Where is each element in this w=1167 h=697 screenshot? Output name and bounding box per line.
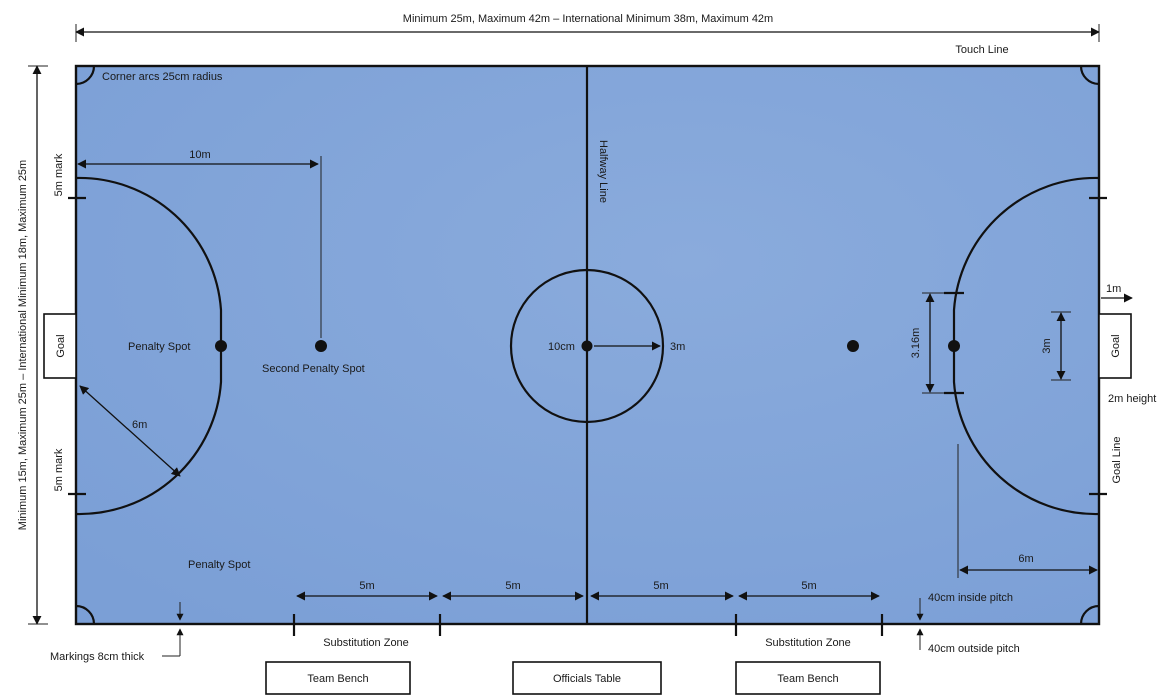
six-m-right-label: 6m (1018, 553, 1033, 565)
two-m-height-label: 2m height (1108, 393, 1156, 405)
team-bench-left (265, 661, 411, 695)
penalty-spot-right (948, 340, 960, 352)
top-dimension-label: Minimum 25m, Maximum 42m – International… (403, 13, 773, 25)
substitution-zone-right-label: Substitution Zone (765, 637, 851, 649)
six-m-radius-arrow-left (79, 385, 181, 477)
three-m-goal-label: 3m (1041, 338, 1053, 353)
forty-cm-outside-label: 40cm outside pitch (928, 643, 1020, 655)
five-m-mark-label-bottom: 5m mark (53, 448, 65, 491)
one-m-label: 1m (1106, 283, 1121, 295)
corner-arc-top-right (1079, 65, 1100, 86)
five-m-d-label: 5m (801, 580, 816, 592)
ten-cm-label: 10cm (548, 341, 575, 353)
five-m-b-label: 5m (505, 580, 520, 592)
touch-line-label: Touch Line (955, 44, 1008, 56)
five-m-a-label: 5m (359, 580, 374, 592)
substitution-zone-left-label: Substitution Zone (323, 637, 409, 649)
goal-right (1098, 313, 1132, 379)
goal-left-label: Goal (55, 334, 67, 357)
corner-arc-top-left (75, 65, 96, 86)
forty-cm-inside-label: 40cm inside pitch (928, 592, 1013, 604)
corner-arc-bottom-left (75, 604, 96, 625)
officials-table-label: Officials Table (553, 673, 621, 685)
corner-arcs-label: Corner arcs 25cm radius (102, 71, 223, 83)
corner-arc-bottom-right (1079, 604, 1100, 625)
second-penalty-spot-left (315, 340, 327, 352)
left-dimension-label: Minimum 15m, Maximum 25m – International… (17, 160, 29, 530)
markings-label: Markings 8cm thick (50, 651, 145, 663)
penalty-spot-bottom-label: Penalty Spot (188, 559, 250, 571)
five-m-mark-label-top: 5m mark (53, 153, 65, 196)
goal-line-label: Goal Line (1111, 436, 1123, 483)
second-penalty-spot-right (847, 340, 859, 352)
officials-table (512, 661, 662, 695)
six-m-left-label: 6m (132, 419, 147, 431)
penalty-spot-left (215, 340, 227, 352)
goal-left (43, 313, 77, 379)
ten-m-label: 10m (189, 149, 210, 161)
three16-label: 3.16m (910, 328, 922, 359)
halfway-line-label: Halfway Line (597, 140, 609, 203)
team-bench-right-label: Team Bench (777, 673, 838, 685)
second-penalty-spot-label: Second Penalty Spot (262, 363, 365, 375)
goal-right-label: Goal (1110, 334, 1122, 357)
three-m-radius-label: 3m (670, 341, 685, 353)
five-m-c-label: 5m (653, 580, 668, 592)
team-bench-left-label: Team Bench (307, 673, 368, 685)
penalty-spot-label: Penalty Spot (128, 341, 190, 353)
centre-circle (509, 268, 665, 424)
centre-spot (581, 340, 593, 352)
team-bench-right (735, 661, 881, 695)
